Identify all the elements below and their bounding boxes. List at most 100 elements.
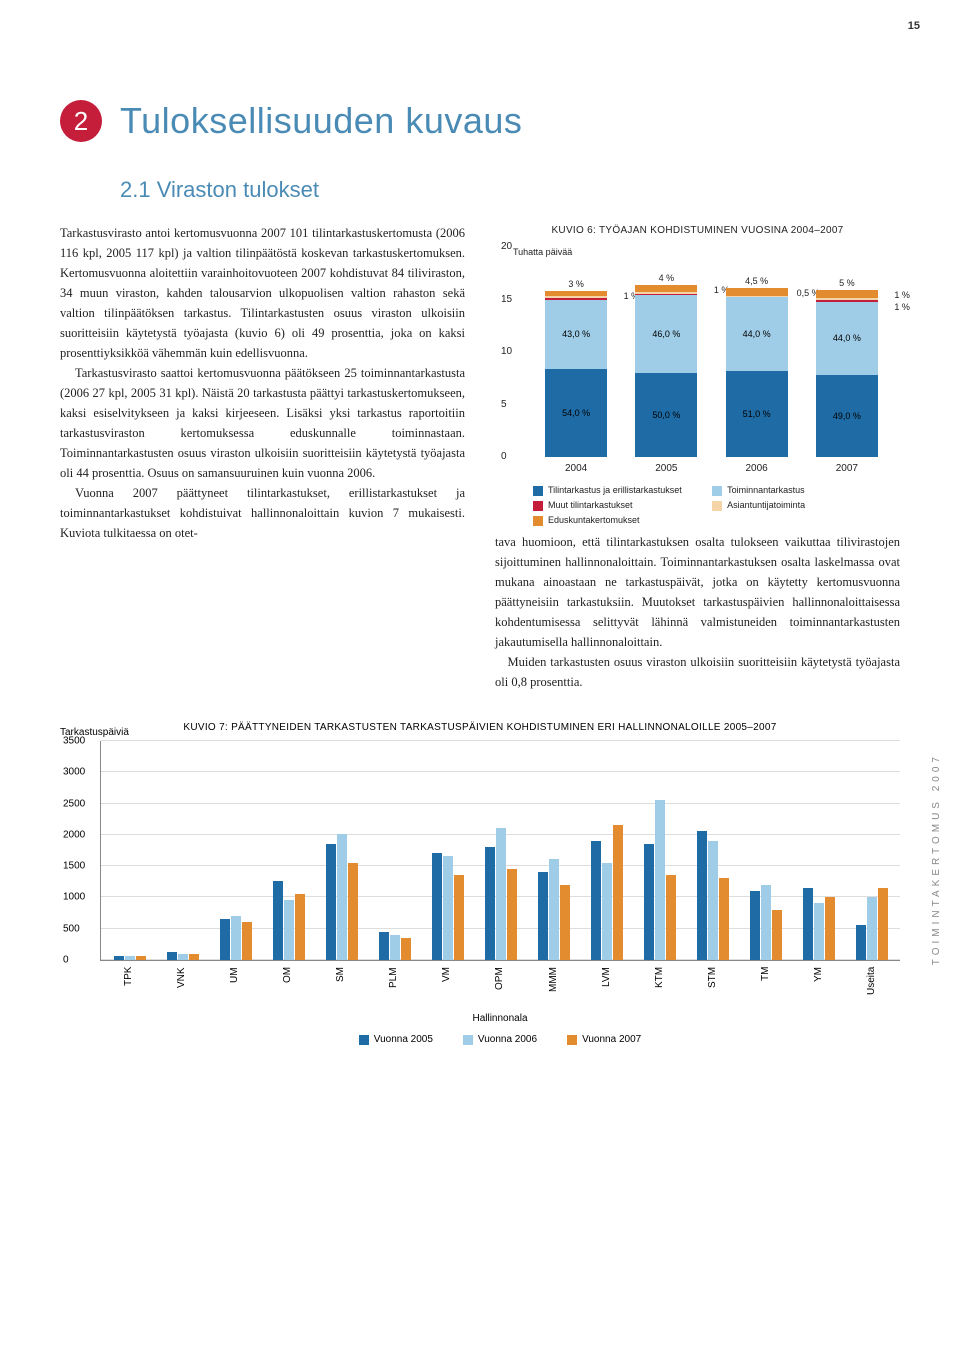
chart7-xlabel: SM	[318, 967, 363, 1007]
chart7-bar	[295, 894, 305, 960]
chart7-group	[107, 956, 152, 960]
chart7-xlabel: OPM	[477, 967, 522, 1007]
chart7-bar	[284, 900, 294, 960]
chart7-group	[690, 831, 735, 960]
chart7-ytick: 2000	[63, 829, 85, 840]
legend-item: Asiantuntijatoiminta	[712, 500, 877, 511]
chart7-xlabel: TPK	[106, 967, 151, 1007]
chart7-ytick: 1000	[63, 892, 85, 903]
legend-label: Vuonna 2006	[478, 1034, 537, 1045]
chart7-group	[796, 888, 841, 960]
two-column-layout: Tarkastusvirasto antoi kertomusvuonna 20…	[60, 223, 900, 692]
chart6-segment: 51,0 %	[726, 371, 788, 457]
chart7-group	[531, 859, 576, 960]
chart6-bar: 3 %43,0 %54,0 %1 %	[545, 291, 607, 457]
chart7-xlabel: Useita	[849, 967, 894, 1007]
chart7-xlabel: PLM	[371, 967, 416, 1007]
chart7-group	[584, 825, 629, 960]
legend-label: Toiminnantarkastus	[727, 485, 805, 496]
chart7-gridline	[101, 740, 900, 741]
chart6-xlabel: 2006	[746, 461, 768, 477]
chart6-container: KUVIO 6: TYÖAJAN KOHDISTUMINEN VUOSINA 2…	[495, 223, 900, 517]
chart7-ytick: 0	[63, 955, 69, 966]
legend-item: Vuonna 2006	[463, 1034, 537, 1045]
chart7-group	[849, 888, 894, 960]
chart7-ytick: 2500	[63, 798, 85, 809]
chapter-header: 2 Tuloksellisuuden kuvaus	[60, 100, 900, 142]
chart6-top-label: 5 %	[839, 276, 855, 290]
chart6-bar: 4 %46,0 %50,0 %1 %	[635, 285, 697, 457]
chart7-bar	[167, 952, 177, 960]
legend-label: Asiantuntijatoiminta	[727, 500, 805, 511]
chart7-bar	[750, 891, 760, 960]
legend-item: Eduskuntakertomukset	[533, 515, 698, 526]
chart7-xlabel: OM	[265, 967, 310, 1007]
chart7-xlabel: STM	[690, 967, 735, 1007]
chart7-bar	[814, 903, 824, 960]
legend-item: Toiminnantarkastus	[712, 485, 877, 496]
chart6-ytick: 15	[501, 292, 512, 308]
chart7-bar	[390, 935, 400, 960]
chart6-segment: 43,0 %	[545, 300, 607, 369]
legend-swatch	[533, 516, 543, 526]
chart7-group	[213, 916, 258, 960]
chart7-ytick: 3000	[63, 767, 85, 778]
chart7-xlabel: KTM	[637, 967, 682, 1007]
chart7-bar	[761, 885, 771, 960]
chart6-segment: 50,0 %	[635, 373, 697, 457]
chart7-bar	[591, 841, 601, 960]
legend-label: Muut tilintarkastukset	[548, 500, 633, 511]
chart7-bar	[242, 922, 252, 960]
chart7-xlabel: UM	[212, 967, 257, 1007]
chart7-bar	[114, 956, 124, 960]
chart7-bar	[772, 910, 782, 960]
chart6-segment: 49,0 %	[816, 375, 878, 457]
legend-item: Muut tilintarkastukset	[533, 500, 698, 511]
chart7-xlabel: VNK	[159, 967, 204, 1007]
chart6-xlabel: 2007	[836, 461, 858, 477]
legend-swatch	[567, 1035, 577, 1045]
chart7-bar	[125, 956, 135, 960]
chart7-xlabel: TM	[743, 967, 788, 1007]
chart7-x-axis-title: Hallinnonala	[100, 1013, 900, 1024]
chart6-title: KUVIO 6: TYÖAJAN KOHDISTUMINEN VUOSINA 2…	[495, 223, 900, 239]
chart7-title: KUVIO 7: PÄÄTTYNEIDEN TARKASTUSTEN TARKA…	[60, 722, 900, 733]
chart7-group	[425, 853, 470, 960]
chart7-bar	[878, 888, 888, 960]
chart6-top-label: 4,5 %	[745, 274, 768, 288]
chart7-bar	[220, 919, 230, 960]
legend-label: Tilintarkastus ja erillistarkastukset	[548, 485, 682, 496]
chart7-grouped-bar: 0500100015002000250030003500	[100, 741, 900, 961]
chart7-xlabel: LVM	[584, 967, 629, 1007]
chart6-small-label: 1 %	[894, 300, 910, 314]
chart7-bar	[867, 897, 877, 960]
chart6-segment: 54,0 %	[545, 369, 607, 457]
chart7-group	[160, 952, 205, 960]
chart7-gridline	[101, 803, 900, 804]
chart7-bar	[655, 800, 665, 960]
chart7-bar	[666, 875, 676, 960]
chart6-segment	[635, 285, 697, 292]
chart6-segment	[726, 288, 788, 296]
chart7-ytick: 3500	[63, 736, 85, 747]
legend-label: Eduskuntakertomukset	[548, 515, 640, 526]
chart7-bar	[326, 844, 336, 960]
legend-swatch	[359, 1035, 369, 1045]
chart7-group	[266, 881, 311, 960]
chart7-group	[743, 885, 788, 960]
chart7-bar	[549, 859, 559, 960]
chart7-bar	[189, 954, 199, 960]
body-para: tava huomioon, että tilintarkastuksen os…	[495, 532, 900, 692]
chart7-xlabel: MMM	[531, 967, 576, 1007]
chart7-bar	[644, 844, 654, 960]
chart7-container: KUVIO 7: PÄÄTTYNEIDEN TARKASTUSTEN TARKA…	[60, 722, 900, 1045]
chapter-number-badge: 2	[60, 100, 102, 142]
chart6-xlabel: 2004	[565, 461, 587, 477]
chart7-bar	[136, 956, 146, 960]
chart7-group	[372, 932, 417, 960]
section-title: 2.1 Viraston tulokset	[120, 177, 900, 203]
chart6-stacked-bar: Tuhatta päivää 051015203 %43,0 %54,0 %1 …	[495, 247, 900, 517]
legend-swatch	[533, 486, 543, 496]
page-content: 2 Tuloksellisuuden kuvaus 2.1 Viraston t…	[0, 0, 960, 1085]
chart7-xlabel: YM	[796, 967, 841, 1007]
